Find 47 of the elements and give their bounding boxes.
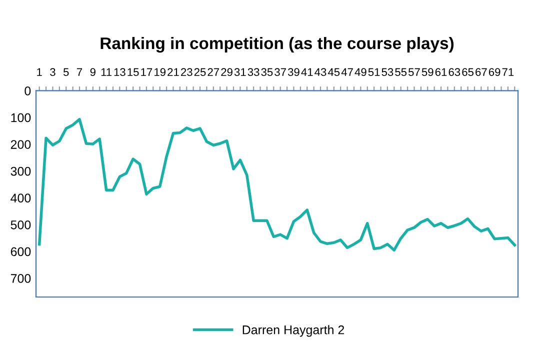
x-tick-label: 41	[301, 68, 313, 76]
x-tick-label: 31	[234, 68, 246, 76]
x-tick-label: 1	[37, 68, 42, 76]
x-tick-label: 7	[76, 68, 82, 76]
x-tick-label: 53	[382, 68, 394, 76]
x-tick-label: 55	[395, 68, 407, 76]
x-tick-label: 21	[168, 68, 179, 76]
chart-title: Ranking in competition (as the course plays)	[100, 36, 454, 53]
x-tick-label: 27	[208, 68, 220, 76]
y-tick-label: 0	[24, 86, 31, 96]
line-series	[38, 118, 516, 252]
x-tick-label: 67	[476, 68, 487, 76]
x-tick-label: 13	[114, 68, 126, 76]
x-tick-label: 17	[141, 68, 152, 76]
x-tick-label: 65	[462, 68, 474, 76]
x-tick-label: 19	[154, 68, 166, 76]
x-tick-label: 29	[221, 68, 232, 76]
x-tick-label: 35	[261, 68, 273, 76]
y-tick-label: 400	[10, 194, 31, 203]
x-tick-label: 39	[288, 68, 300, 76]
y-tick-label: 700	[10, 274, 31, 283]
x-tick-label: 43	[314, 68, 326, 76]
y-tick-label: 300	[10, 166, 31, 176]
y-tick-label: 500	[10, 220, 31, 230]
x-tick-label: 33	[248, 68, 260, 76]
x-tick-label: 45	[328, 68, 340, 76]
y-tick-label: 200	[10, 140, 31, 149]
x-tick-label: 57	[408, 68, 420, 76]
x-tick-label: 25	[194, 68, 206, 76]
x-tick-label: 5	[63, 68, 69, 76]
x-tick-label: 61	[435, 68, 447, 76]
x-tick-label: 63	[448, 68, 460, 76]
x-tick-label: 59	[422, 68, 434, 76]
legend-label: Darren Haygarth 2	[242, 325, 344, 337]
x-tick-label: 11	[101, 68, 112, 76]
x-tick-label: 3	[50, 68, 56, 76]
x-tick-label: 69	[488, 68, 500, 76]
x-tick-label: 15	[128, 68, 139, 76]
y-tick-label: 600	[10, 247, 31, 256]
x-tick-label: 47	[341, 68, 353, 76]
x-tick-label: 37	[274, 68, 286, 76]
y-tick-label: 100	[11, 113, 31, 122]
x-tick-label: 23	[181, 68, 192, 76]
x-tick-label: 9	[90, 68, 96, 76]
x-tick-label: 49	[354, 68, 366, 76]
x-tick-label: 51	[368, 68, 380, 76]
x-tick-label: 71	[502, 68, 514, 76]
